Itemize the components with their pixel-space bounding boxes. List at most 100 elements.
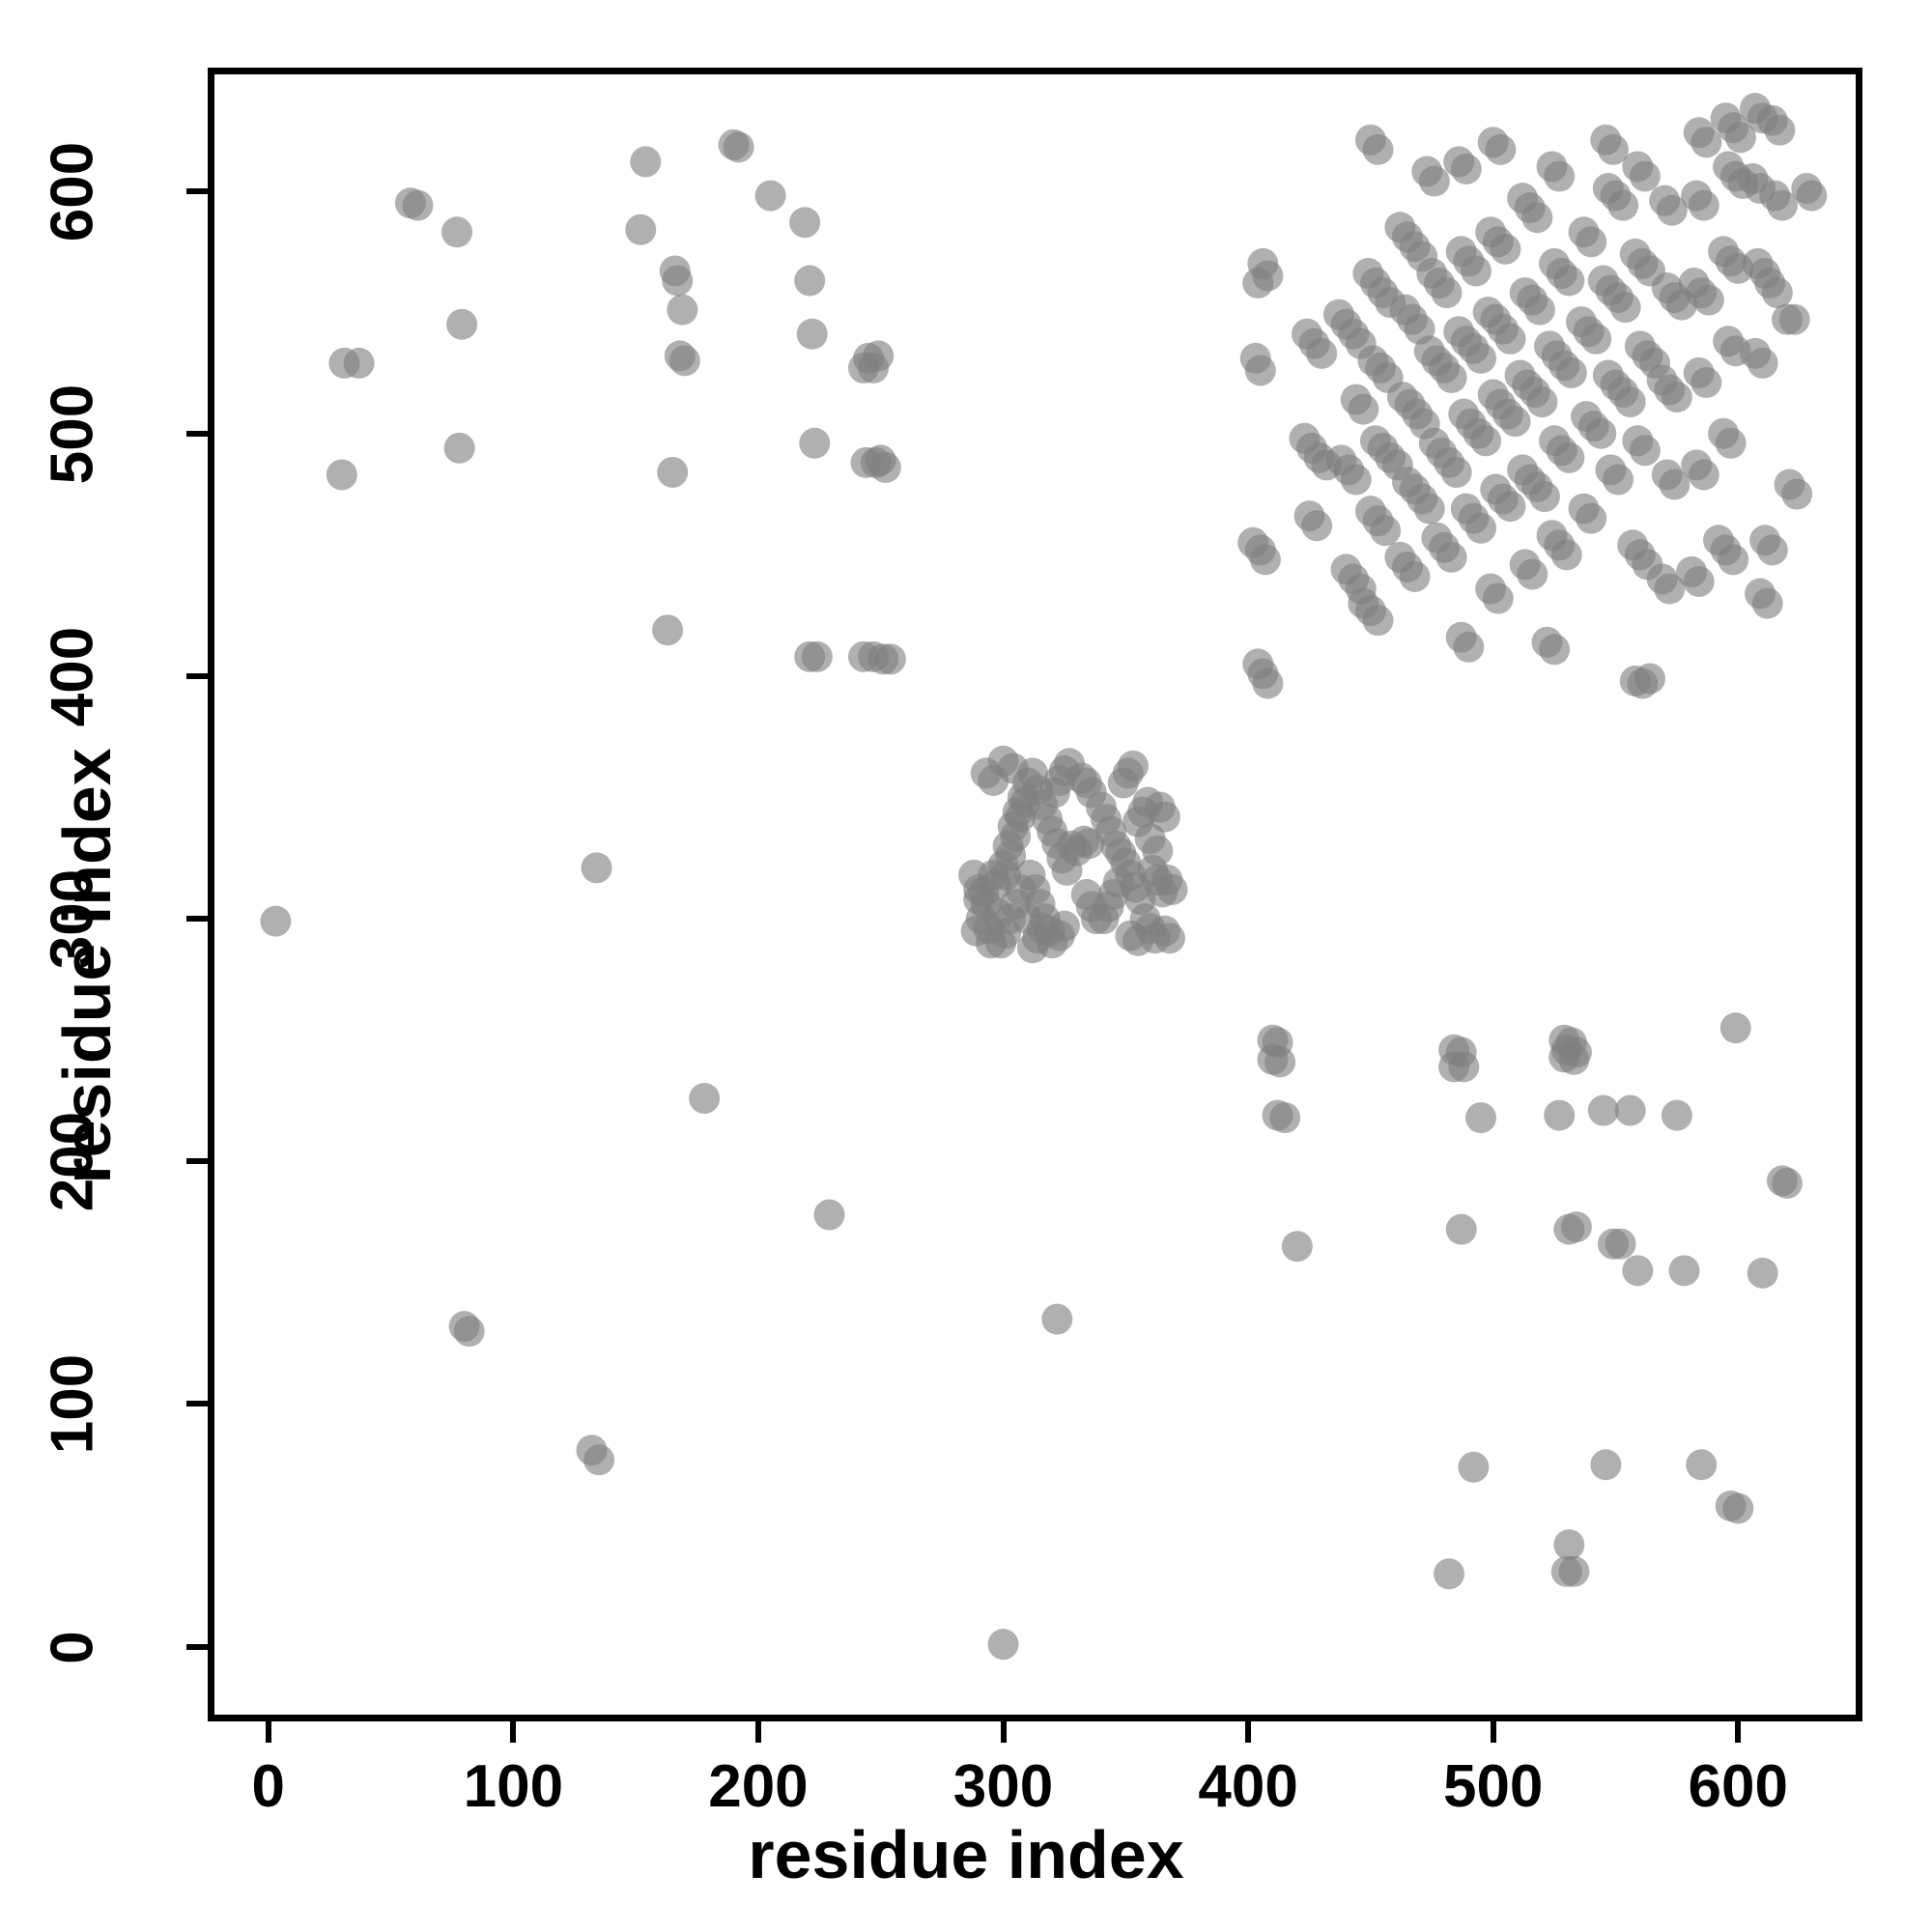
scatter-point xyxy=(689,1082,721,1114)
scatter-point xyxy=(1661,382,1692,413)
x-tick-mark xyxy=(754,1721,761,1743)
x-tick-label: 200 xyxy=(708,1753,809,1820)
scatter-point xyxy=(1688,459,1719,491)
scatter-point xyxy=(1435,541,1467,573)
scatter-point xyxy=(1553,265,1585,297)
x-tick-mark xyxy=(265,1721,271,1743)
scatter-point xyxy=(1528,481,1560,513)
y-tick-mark xyxy=(186,430,208,437)
scatter-point xyxy=(1761,277,1793,309)
plot-area xyxy=(208,68,1862,1721)
scatter-point xyxy=(1605,1228,1636,1260)
scatter-point xyxy=(1585,417,1617,449)
scatter-point xyxy=(1688,189,1719,221)
scatter-point xyxy=(1772,1167,1803,1199)
scatter-point xyxy=(1539,634,1571,666)
scatter-point xyxy=(1590,1449,1622,1481)
y-tick-mark xyxy=(186,672,208,679)
scatter-point xyxy=(1603,464,1634,496)
scatter-point xyxy=(874,643,906,675)
x-tick-label: 0 xyxy=(251,1753,286,1820)
scatter-point xyxy=(1796,180,1828,212)
scatter-point xyxy=(1445,1213,1477,1245)
scatter-point xyxy=(1362,605,1394,637)
y-tick-label: 0 xyxy=(39,1630,106,1664)
scatter-point xyxy=(1494,491,1526,523)
y-tick-label: 100 xyxy=(39,1354,106,1455)
scatter-point xyxy=(260,905,292,937)
scatter-point xyxy=(1781,478,1813,510)
scatter-point xyxy=(581,852,612,884)
scatter-point xyxy=(1560,1211,1592,1243)
scatter-point xyxy=(446,308,478,340)
scatter-point xyxy=(1494,323,1526,355)
scatter-point xyxy=(1634,663,1665,695)
scatter-point xyxy=(1340,464,1372,496)
scatter-point xyxy=(1252,668,1284,699)
scatter-point xyxy=(1499,406,1531,438)
scatter-point xyxy=(662,265,694,297)
scatter-point xyxy=(1764,114,1796,146)
x-tick-mark xyxy=(1735,1721,1742,1743)
scatter-point xyxy=(1011,903,1043,935)
scatter-point xyxy=(1269,1102,1301,1134)
scatter-point xyxy=(1766,189,1798,221)
scatter-point xyxy=(1249,544,1281,576)
scatter-point xyxy=(1629,160,1661,192)
scatter-point xyxy=(1747,1257,1778,1289)
scatter-point xyxy=(1048,910,1080,942)
scatter-point xyxy=(1523,294,1555,326)
scatter-points-svg xyxy=(260,93,1828,1661)
scatter-point xyxy=(754,180,786,212)
scatter-point xyxy=(1587,1094,1619,1126)
scatter-point xyxy=(1435,361,1467,393)
scatter-point xyxy=(1450,153,1482,185)
scatter-point xyxy=(1485,133,1517,165)
scatter-point xyxy=(1553,1529,1585,1561)
scatter-point xyxy=(1460,255,1492,287)
scatter-point xyxy=(1517,558,1548,590)
y-tick-mark xyxy=(186,916,208,923)
scatter-point xyxy=(1553,441,1585,473)
scatter-point xyxy=(652,614,684,646)
x-tick-label: 400 xyxy=(1198,1753,1298,1820)
scatter-point xyxy=(958,859,990,891)
scatter-point xyxy=(1264,1046,1296,1078)
scatter-point xyxy=(1692,284,1724,316)
scatter-point xyxy=(1301,510,1333,542)
scatter-point xyxy=(1558,1555,1590,1587)
y-axis-title: residue index xyxy=(49,748,125,1184)
scatter-point xyxy=(1348,393,1379,425)
scatter-point xyxy=(1482,582,1514,614)
scatter-point xyxy=(667,294,698,326)
scatter-point xyxy=(1458,1451,1490,1483)
scatter-point xyxy=(1597,133,1629,165)
scatter-point xyxy=(1686,1449,1718,1481)
scatter-point xyxy=(443,432,475,464)
y-tick-label: 500 xyxy=(39,384,106,484)
scatter-point xyxy=(1362,133,1394,165)
scatter-point xyxy=(1470,425,1502,457)
scatter-point xyxy=(801,640,833,672)
y-tick-mark xyxy=(186,187,208,194)
scatter-point xyxy=(1719,1012,1751,1044)
x-tick-label: 600 xyxy=(1688,1753,1788,1820)
scatter-point xyxy=(1580,323,1612,355)
scatter-point xyxy=(1683,565,1715,597)
scatter-point xyxy=(1629,435,1661,467)
scatter-point xyxy=(1778,303,1810,335)
scatter-point xyxy=(813,1199,845,1231)
scatter-point xyxy=(1117,750,1149,781)
scatter-point xyxy=(1122,924,1153,956)
scatter-point xyxy=(583,1444,615,1476)
scatter-point xyxy=(1622,1255,1654,1287)
x-tick-label: 500 xyxy=(1442,1753,1544,1820)
y-tick-mark xyxy=(186,1643,208,1650)
scatter-point xyxy=(1609,292,1641,324)
scatter-point xyxy=(1751,587,1783,619)
x-tick-label: 100 xyxy=(463,1753,564,1820)
scatter-points-layer xyxy=(214,74,1856,1715)
scatter-point xyxy=(1440,456,1472,488)
y-tick-label: 600 xyxy=(39,141,106,242)
